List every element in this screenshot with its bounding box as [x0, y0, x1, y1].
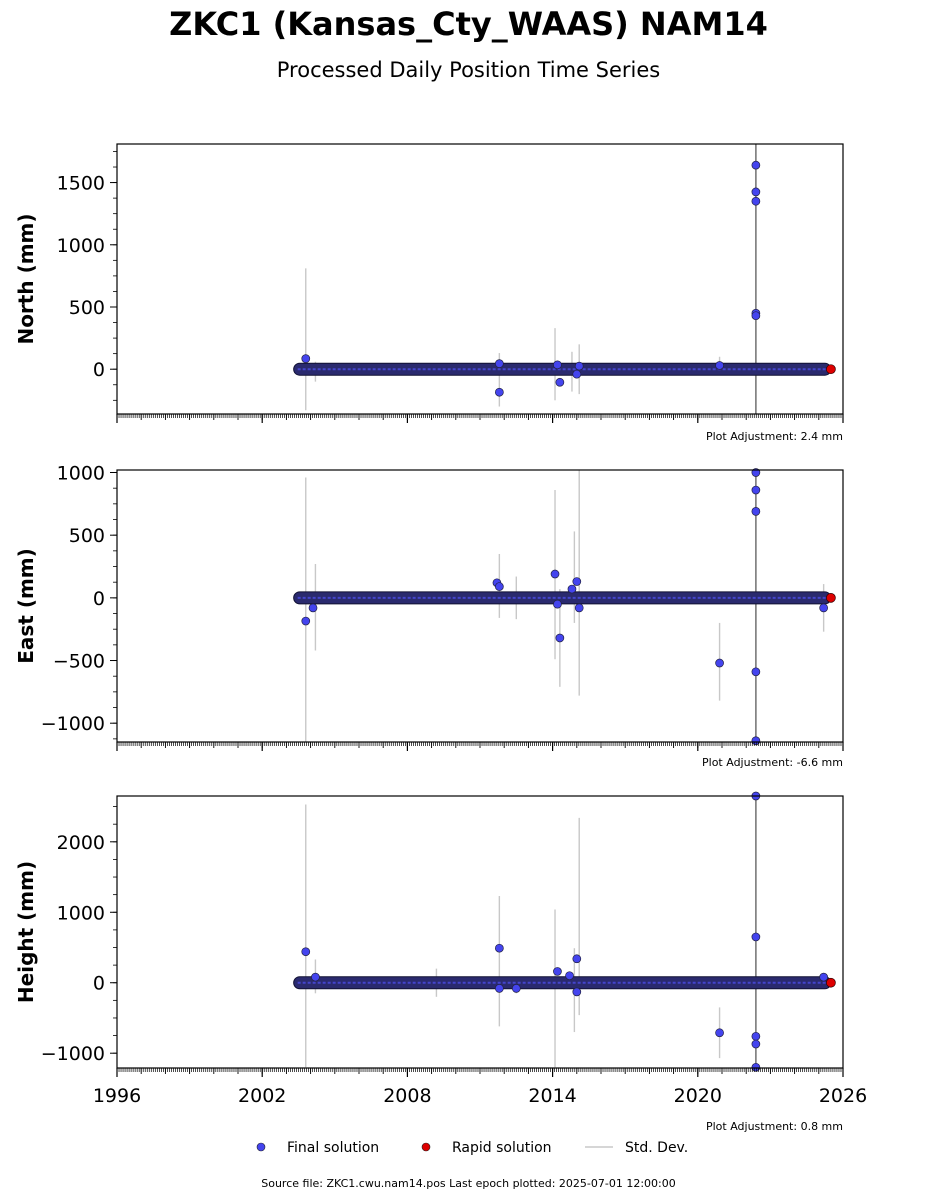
panel-1: 0 500 1000 1500 North (mm) Plot Adjustment: 2… [14, 143, 844, 443]
legend-final-label: Final solution [287, 1140, 379, 1156]
y-tick-label: 0 [93, 359, 105, 381]
final-solution-point [751, 1031, 761, 1041]
panel-2: −1000 −500 0 500 1000 East (mm) Plot Adjustmen… [14, 463, 844, 769]
final-solution-point [574, 361, 584, 371]
x-tick-label: 2020 [674, 1085, 722, 1107]
final-solution-point [555, 377, 565, 387]
panels-layer: 0 500 1000 1500 North (mm) Plot Adjustment: 2… [14, 143, 867, 1133]
y-tick-label: −1000 [41, 1043, 105, 1065]
final-solution-point [751, 196, 761, 206]
final-solution-point [715, 658, 724, 668]
y-axis-label: Height (mm) [14, 861, 38, 1003]
rapid-solution-point [826, 977, 836, 988]
legend-std-label: Std. Dev. [625, 1140, 688, 1156]
final-solution-point [819, 603, 828, 613]
final-solution-point [751, 187, 761, 197]
final-solution-point [495, 984, 504, 993]
plot-adjustment-note: Plot Adjustment: 0.8 mm [706, 1120, 843, 1133]
y-axis-label: North (mm) [14, 213, 38, 344]
final-solution-point [553, 967, 562, 976]
plot-frame [116, 469, 844, 743]
final-solution-point [308, 603, 318, 613]
y-tick-label: 2000 [57, 832, 105, 854]
chart-title: ZKC1 (Kansas_Cty_WAAS) NAM14 [169, 5, 768, 43]
final-solution-point [572, 369, 582, 379]
legend-rapid-label: Rapid solution [452, 1140, 552, 1156]
panel-3: −1000 0 1000 2000 1996 2002 2008 2014 2020 2026 He… [14, 791, 867, 1133]
final-solution-point [751, 1039, 761, 1049]
final-solution-point [751, 160, 761, 170]
y-tick-label: 500 [69, 525, 105, 547]
rapid-solution-point [826, 364, 836, 375]
final-solution-point [495, 359, 504, 368]
plot-frame [116, 795, 844, 1069]
final-solution-point [565, 971, 574, 981]
final-solution-point [553, 599, 562, 609]
legend-rapid-marker [421, 1142, 431, 1152]
y-tick-label: 1000 [57, 463, 105, 485]
final-solution-point [751, 311, 761, 321]
final-solution-point [751, 1062, 761, 1072]
final-solution-point [751, 507, 761, 516]
final-solution-point [550, 569, 560, 579]
final-solution-point [301, 354, 311, 363]
final-solution-point [495, 582, 504, 591]
y-tick-label: −1000 [41, 713, 105, 735]
plot-adjustment-note: Plot Adjustment: 2.4 mm [706, 430, 843, 443]
final-solution-point [572, 577, 582, 586]
final-solution-point [572, 987, 582, 997]
final-solution-point [715, 361, 724, 370]
x-tick-label: 2008 [383, 1085, 431, 1107]
final-solution-point [574, 603, 584, 613]
final-solution-point [819, 972, 828, 982]
final-solution-point [751, 736, 761, 746]
legend-final-marker [256, 1142, 266, 1152]
x-tick-label: 1996 [93, 1085, 141, 1107]
y-tick-label: 0 [93, 973, 105, 995]
x-tick-label: 2014 [528, 1085, 576, 1107]
final-solution-point [715, 1028, 724, 1038]
chart-subtitle: Processed Daily Position Time Series [276, 58, 661, 82]
rapid-solution-point [826, 593, 836, 603]
y-tick-label: 1000 [57, 902, 105, 924]
final-solution-point [511, 984, 521, 993]
final-solution-point [555, 633, 565, 643]
plot-adjustment-note: Plot Adjustment: -6.6 mm [702, 756, 843, 769]
source-footnote: Source file: ZKC1.cwu.nam14.pos Last epo… [261, 1177, 676, 1190]
final-solution-point [751, 932, 761, 942]
y-tick-label: 1500 [57, 173, 105, 195]
y-tick-label: 0 [93, 588, 105, 610]
final-solution-point [311, 972, 320, 982]
final-solution-point [495, 943, 504, 953]
legend: Final solution Rapid solution Std. Dev. [256, 1140, 688, 1156]
final-solution-point [751, 667, 761, 677]
final-solution-point [301, 947, 311, 957]
final-solution-point [495, 387, 504, 397]
final-solution-point [572, 954, 582, 964]
y-tick-label: 1000 [57, 235, 105, 257]
x-tick-label: 2026 [819, 1085, 867, 1107]
final-solution-point [567, 584, 577, 594]
final-solution-point [301, 616, 311, 626]
y-axis-label: East (mm) [14, 548, 38, 664]
final-solution-point [553, 360, 562, 370]
y-tick-label: −500 [53, 651, 105, 673]
y-tick-label: 500 [69, 297, 105, 319]
final-solution-point [751, 485, 761, 495]
x-tick-label: 2002 [238, 1085, 286, 1107]
